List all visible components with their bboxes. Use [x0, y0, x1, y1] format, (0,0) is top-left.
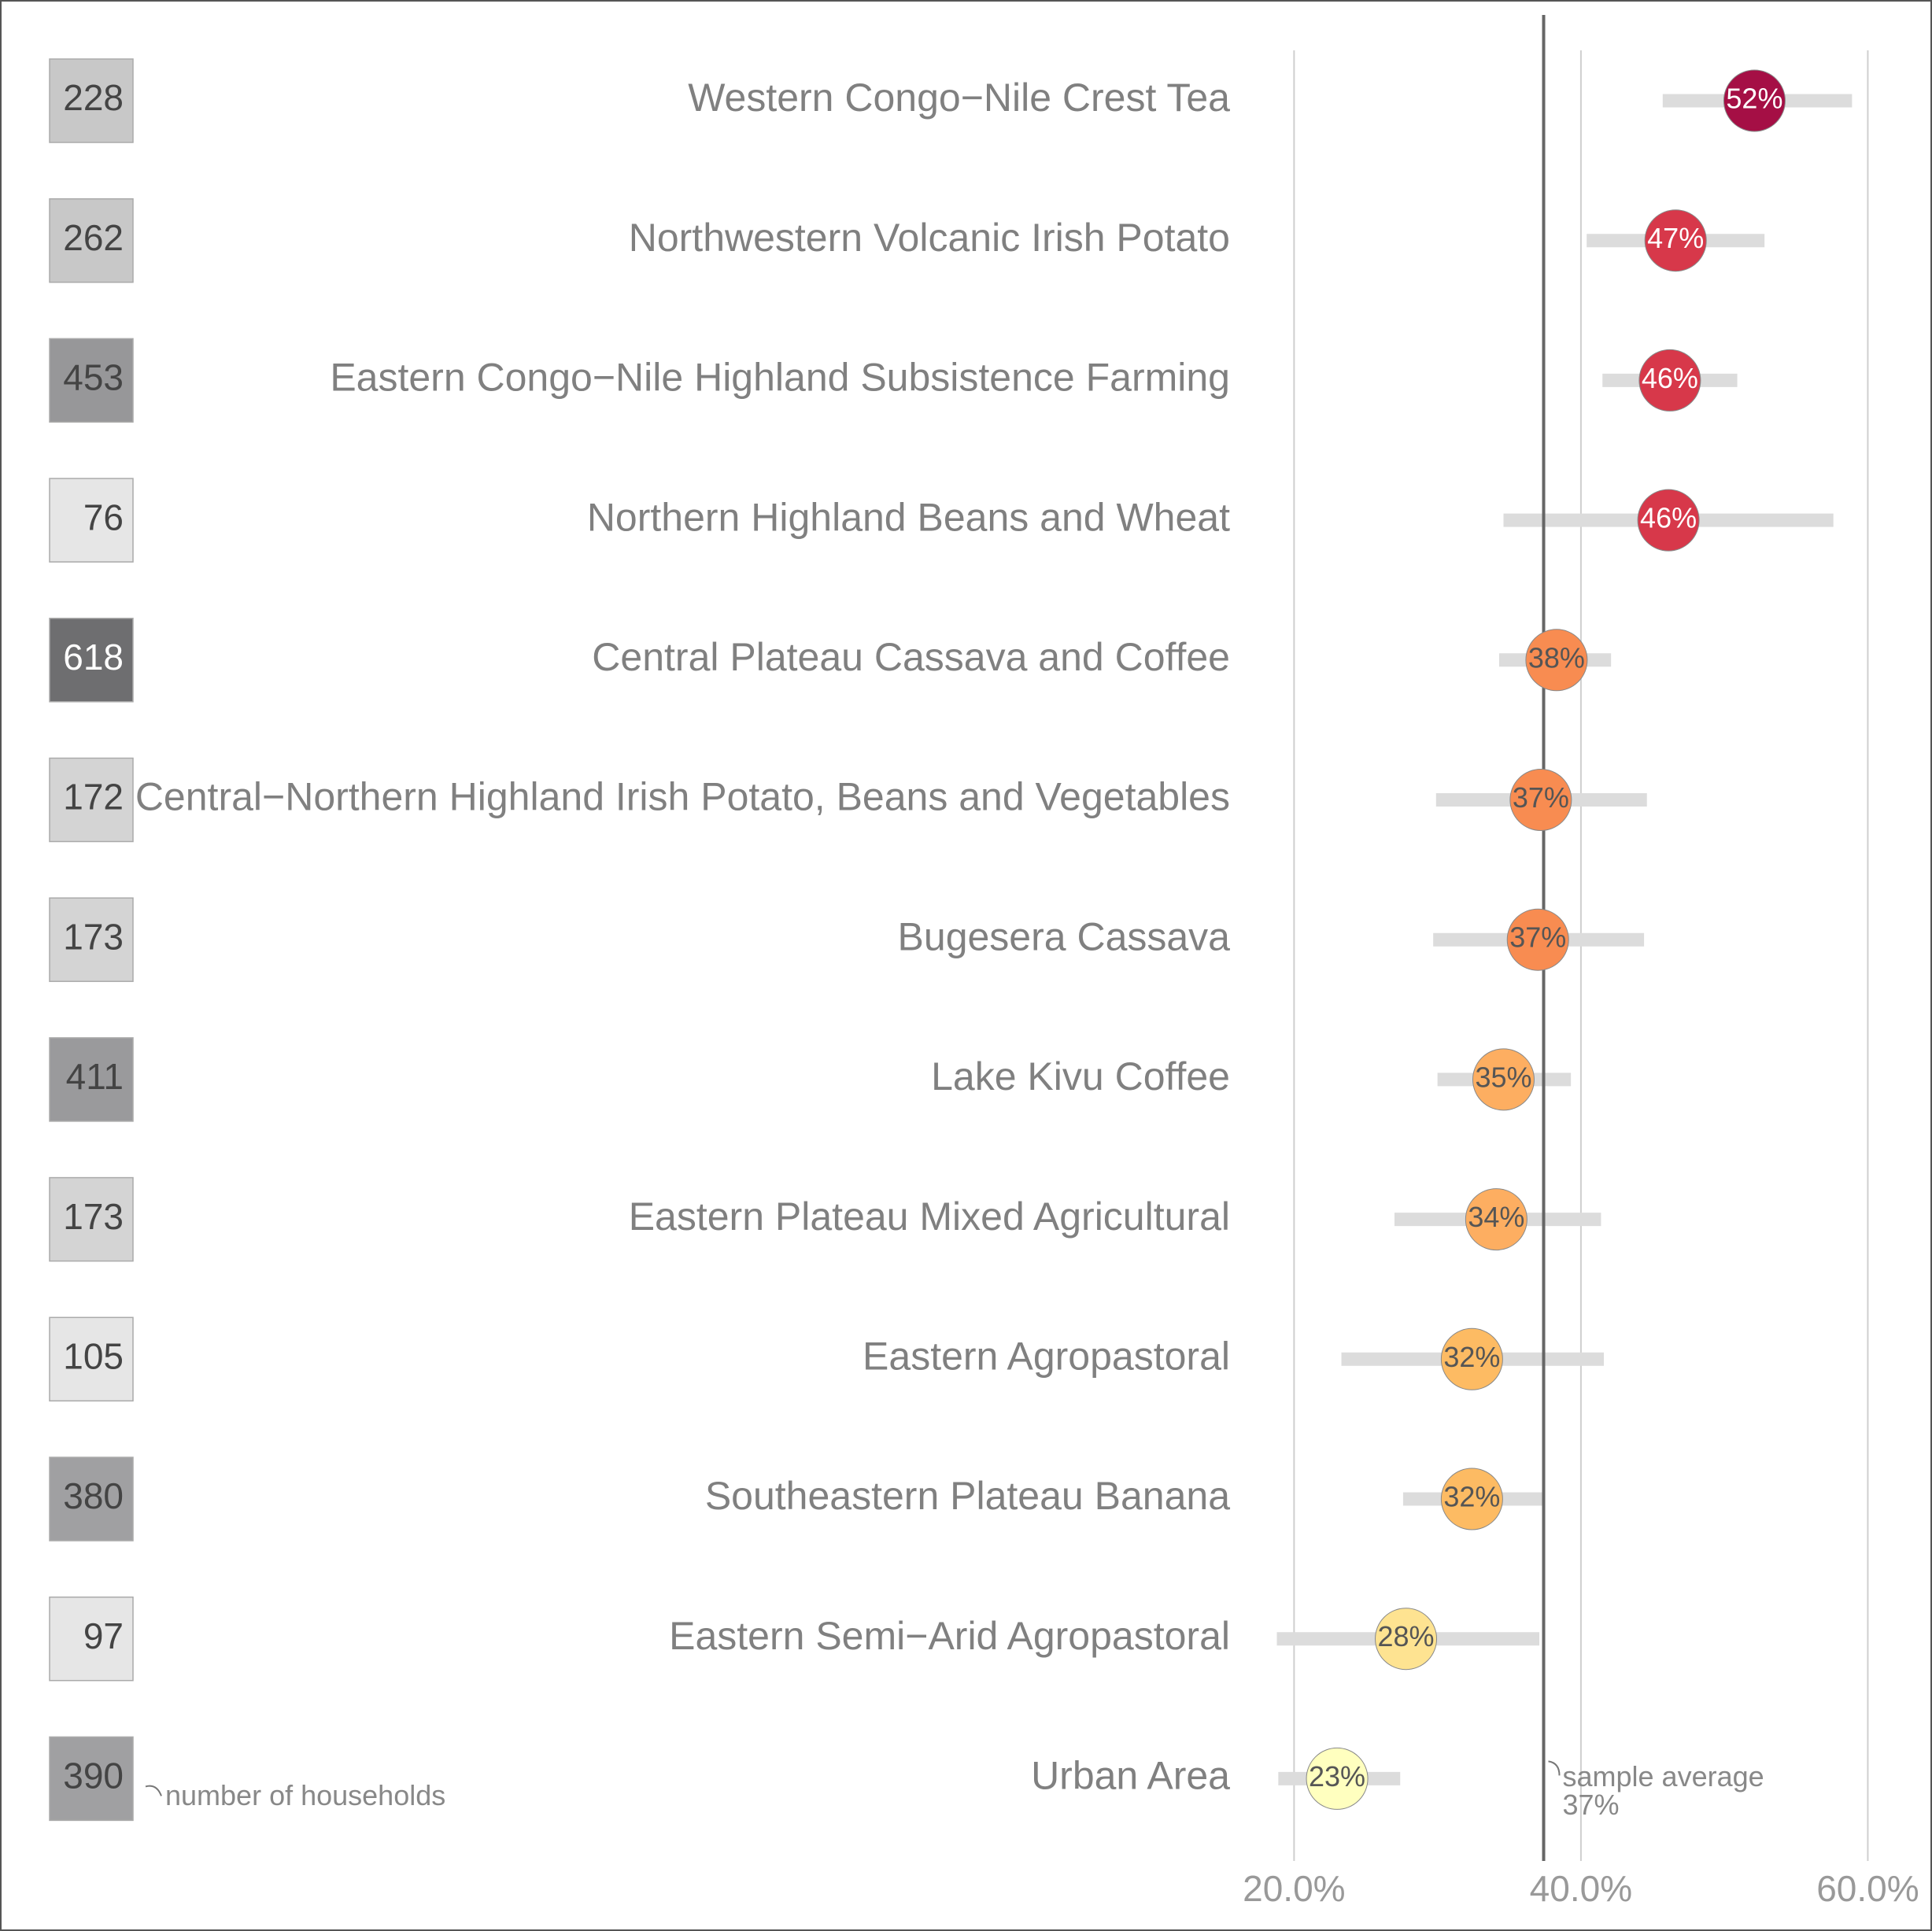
- household-count: 411: [66, 1056, 124, 1097]
- annotation-arrow: [1548, 1760, 1561, 1776]
- value-label: 47%: [1647, 222, 1704, 254]
- dot: [1375, 1608, 1438, 1671]
- category-label: Western Congo−Nile Crest Tea: [688, 76, 1230, 120]
- category-label: Southeastern Plateau Banana: [705, 1474, 1230, 1518]
- value-label: 37%: [1509, 921, 1566, 954]
- category-label: Lake Kivu Coffee: [931, 1054, 1230, 1098]
- household-box: [49, 757, 134, 843]
- value-label: 37%: [1513, 781, 1569, 814]
- category-label: Eastern Plateau Mixed Agricultural: [629, 1194, 1230, 1239]
- household-count: 172: [63, 777, 124, 818]
- household-box: [49, 1596, 134, 1682]
- household-count: 453: [63, 357, 124, 398]
- household-box: [49, 478, 134, 563]
- category-label: Northwestern Volcanic Irish Potato: [629, 216, 1230, 260]
- dot: [1440, 1468, 1503, 1530]
- household-count: 390: [63, 1756, 124, 1796]
- note-arrow: [145, 1785, 162, 1796]
- x-tick-label: 40.0%: [1530, 1868, 1632, 1909]
- household-box: [49, 338, 134, 423]
- household-box: [49, 198, 134, 283]
- household-count: 76: [83, 497, 124, 537]
- household-box: [49, 1736, 134, 1822]
- value-label: 28%: [1378, 1620, 1435, 1652]
- household-box: [49, 897, 134, 982]
- dot: [1472, 1048, 1535, 1111]
- household-box: [49, 1457, 134, 1541]
- household-count: 262: [63, 217, 124, 258]
- household-count: 618: [63, 637, 124, 678]
- category-label: Northern Highland Beans and Wheat: [587, 495, 1230, 539]
- dot: [1509, 769, 1572, 831]
- household-count: 105: [63, 1335, 124, 1376]
- annotation-value: 37%: [1563, 1789, 1620, 1821]
- household-box: [49, 1316, 134, 1402]
- value-label: 34%: [1468, 1201, 1524, 1233]
- value-label: 32%: [1443, 1481, 1500, 1513]
- category-label: Eastern Agropastoral: [863, 1335, 1230, 1379]
- category-label: Eastern Congo−Nile Highland Subsistence …: [330, 356, 1230, 400]
- category-label: Eastern Semi−Arid Agropastoral: [669, 1614, 1230, 1658]
- households-note: number of households: [165, 1779, 445, 1811]
- household-box: [49, 1176, 134, 1262]
- household-count: 380: [63, 1475, 124, 1516]
- dot: [1440, 1327, 1503, 1390]
- household-count: 228: [63, 77, 124, 118]
- category-label: Bugesera Cassava: [898, 914, 1231, 958]
- value-label: 52%: [1726, 83, 1782, 115]
- category-label: Central Plateau Cassava and Coffee: [592, 635, 1230, 679]
- dot: [1644, 209, 1707, 272]
- dot: [1638, 349, 1701, 412]
- value-label: 46%: [1642, 362, 1698, 394]
- household-count: 173: [63, 1196, 124, 1237]
- x-tick-label: 60.0%: [1816, 1868, 1919, 1909]
- category-label: Urban Area: [1031, 1754, 1230, 1798]
- household-box: [49, 58, 134, 143]
- dot: [1465, 1188, 1527, 1251]
- dot: [1306, 1747, 1369, 1810]
- dot: [1723, 69, 1786, 132]
- annotation-label: sample average: [1563, 1760, 1764, 1793]
- category-label: Central−Northern Highland Irish Potato, …: [135, 775, 1230, 819]
- household-box: [49, 618, 134, 703]
- household-box: [49, 1037, 134, 1122]
- household-count: 97: [83, 1615, 124, 1656]
- value-label: 35%: [1475, 1061, 1531, 1093]
- value-label: 38%: [1528, 641, 1585, 674]
- household-count: 173: [63, 916, 124, 957]
- x-tick-label: 20.0%: [1243, 1868, 1345, 1909]
- value-label: 46%: [1640, 502, 1697, 534]
- value-label: 32%: [1443, 1341, 1500, 1373]
- dot: [1525, 629, 1588, 692]
- value-label: 23%: [1309, 1760, 1365, 1793]
- dot: [1506, 908, 1569, 971]
- dot: [1637, 489, 1700, 552]
